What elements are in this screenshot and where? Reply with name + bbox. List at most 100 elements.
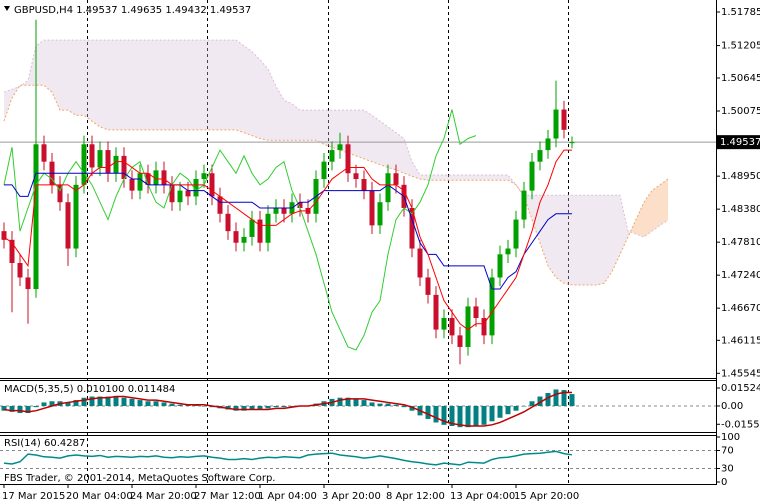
candle-body [553, 109, 559, 139]
candle-body [409, 207, 415, 249]
macd-bar [233, 405, 239, 411]
candle-body [497, 254, 503, 278]
cloud-segment [444, 174, 452, 181]
candle-body [217, 196, 223, 214]
macd-bar [505, 405, 511, 415]
candle-body [249, 219, 255, 237]
cloud-segment [380, 121, 388, 168]
candle-body [329, 150, 335, 162]
macd-bar [385, 403, 391, 406]
candle-body [353, 173, 359, 180]
macd-bar [289, 405, 295, 407]
cloud-segment [204, 40, 212, 130]
candle-body [569, 142, 575, 144]
kijun-sen [4, 172, 572, 290]
candle-body [385, 173, 391, 203]
macd-bar [561, 390, 567, 406]
chikou-span [3, 109, 477, 351]
candle-body [89, 144, 95, 168]
candle-body [65, 202, 71, 249]
cloud-segment [156, 40, 164, 130]
macd-bar [377, 403, 383, 406]
macd-signal-value: 0.011484 [128, 384, 176, 395]
y-tick-label: -0.015538 [721, 419, 760, 430]
cloud-segment [572, 195, 580, 286]
macd-bar [425, 405, 431, 419]
macd-bar [201, 405, 207, 407]
cloud-segment [196, 40, 204, 130]
cloud-segment [364, 110, 372, 162]
cloud-segment [124, 40, 132, 130]
cloud-segment [332, 110, 340, 151]
candle-body [281, 207, 287, 214]
cloud-segment [460, 174, 468, 181]
macd-bar [433, 405, 439, 423]
candle-body [441, 318, 447, 330]
cloud-segment [388, 126, 396, 170]
candle-body [537, 150, 543, 162]
macd-bar [273, 405, 279, 408]
candle-body [377, 202, 383, 226]
x-tick-label: 8 Apr 12:00 [386, 491, 445, 502]
cloud-segment [36, 40, 44, 86]
candle-body [561, 109, 567, 130]
y-tick-label: 1.45545 [721, 368, 760, 379]
candle-body [73, 184, 79, 249]
y-tick-label: 0.015241 [721, 383, 760, 394]
candle-body [57, 184, 63, 203]
candle-body [369, 190, 375, 226]
cloud-segment [476, 174, 484, 181]
macd-bar [401, 405, 407, 408]
cloud-segment [68, 40, 76, 116]
cloud-segment [268, 69, 276, 141]
cloud-segment [140, 40, 148, 130]
macd-bar [97, 396, 103, 406]
macd-bar [257, 405, 263, 410]
cloud-segment [404, 138, 412, 177]
cloud-segment [116, 40, 124, 130]
y-tick-label: 0 [721, 477, 727, 488]
candle-body [393, 173, 399, 185]
cloud-segment [164, 40, 172, 130]
cloud-segment [44, 40, 52, 93]
y-tick-label: 100 [721, 432, 740, 443]
cloud-segment [4, 89, 12, 122]
candle-body [449, 318, 455, 336]
macd-bar [65, 402, 71, 406]
candle-body [177, 190, 183, 203]
menu-triangle[interactable] [4, 6, 10, 11]
cloud-segment [108, 40, 116, 130]
y-tick-label: 1.46670 [721, 303, 760, 314]
candle-body [465, 306, 471, 347]
macd-bar [249, 405, 255, 410]
candle-body [257, 219, 263, 243]
candle-body [137, 173, 143, 191]
candle-body [481, 318, 487, 336]
cloud-segment [636, 202, 644, 237]
macd-header: MACD(5,35,5) 0.010100 0.011484 [4, 384, 175, 395]
macd-bar [449, 405, 455, 426]
macd-bar [129, 398, 135, 406]
candle-body [121, 155, 127, 180]
macd-bar [441, 405, 447, 425]
candle-body [273, 207, 279, 214]
macd-bar [113, 396, 119, 406]
macd-bar [9, 405, 15, 412]
cloud-segment [252, 51, 260, 139]
senkou-span-b [3, 39, 669, 238]
cloud-segment [556, 195, 564, 284]
cloud-segment [92, 40, 100, 127]
macd-bar [145, 401, 151, 406]
cloud-segment [564, 195, 572, 286]
candle-body [457, 335, 463, 347]
macd-bar [353, 398, 359, 406]
cloud-segment [604, 195, 612, 284]
candle-body [529, 161, 535, 191]
macd-bar [81, 397, 87, 406]
macd-bar [481, 405, 487, 425]
cloud-segment [284, 100, 292, 141]
candle-body [33, 144, 39, 290]
macd-bar [521, 405, 527, 407]
cloud-segment [276, 86, 284, 141]
